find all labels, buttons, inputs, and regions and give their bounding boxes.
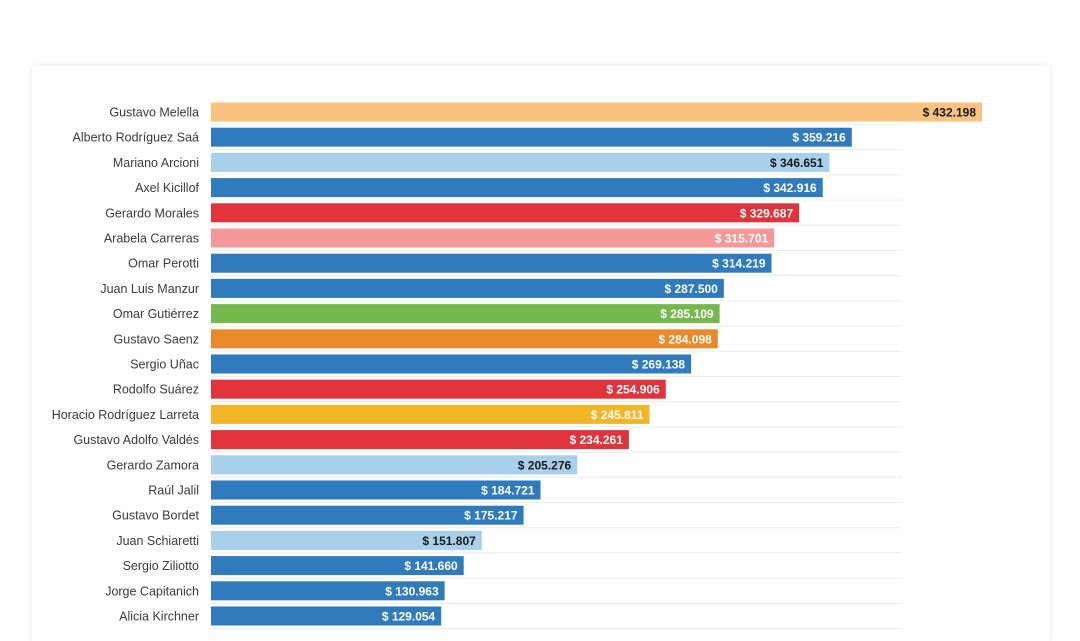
category-labels: Gustavo Melella Alberto Rodríguez Saá Mari… bbox=[52, 106, 200, 624]
category-label: Gustavo Bordet bbox=[112, 509, 199, 523]
bar bbox=[211, 253, 772, 273]
category-label: Arabela Carreras bbox=[104, 232, 199, 246]
category-label: Sergio Uñac bbox=[130, 358, 199, 372]
value-label: $ 284.098 bbox=[658, 332, 712, 346]
value-label: $ 141.660 bbox=[404, 559, 458, 573]
value-label: $ 205.276 bbox=[518, 458, 572, 472]
value-label: $ 285.109 bbox=[660, 307, 714, 321]
bar bbox=[211, 379, 666, 399]
governor-salary-bar-chart: Gustavo Melella Alberto Rodríguez Saá Mari… bbox=[52, 102, 982, 629]
value-label: $ 329.687 bbox=[740, 206, 794, 220]
category-label: Raúl Jalil bbox=[148, 484, 199, 498]
bar bbox=[211, 556, 464, 576]
value-label: $ 130.963 bbox=[385, 584, 439, 598]
bar bbox=[211, 480, 541, 500]
value-label: $ 151.807 bbox=[422, 534, 476, 548]
value-label: $ 254.906 bbox=[606, 383, 660, 397]
bar bbox=[211, 530, 482, 550]
category-label: Juan Luis Manzur bbox=[100, 282, 199, 296]
bar bbox=[211, 304, 720, 324]
category-label: Rodolfo Suárez bbox=[113, 383, 199, 397]
bar bbox=[211, 127, 852, 147]
bar bbox=[211, 404, 650, 424]
category-label: Omar Perotti bbox=[128, 257, 199, 271]
value-label: $ 287.500 bbox=[664, 282, 718, 296]
category-label: Gerardo Morales bbox=[105, 206, 199, 220]
value-label: $ 359.216 bbox=[792, 131, 846, 145]
bar bbox=[211, 581, 445, 601]
value-label: $ 346.651 bbox=[770, 156, 824, 170]
category-label: Gustavo Melella bbox=[109, 106, 199, 120]
category-label: Gerardo Zamora bbox=[107, 458, 199, 472]
bar bbox=[211, 203, 800, 223]
category-label: Sergio Ziliotto bbox=[123, 559, 199, 573]
category-label: Juan Schiaretti bbox=[116, 534, 199, 548]
bar bbox=[211, 228, 775, 248]
value-label: $ 234.261 bbox=[570, 433, 624, 447]
category-label: Mariano Arcioni bbox=[113, 156, 199, 170]
grid-lines bbox=[211, 124, 902, 629]
value-label: $ 245.811 bbox=[591, 408, 644, 422]
category-label: Gustavo Saenz bbox=[114, 332, 199, 346]
value-label: $ 342.916 bbox=[763, 181, 817, 195]
value-labels: $ 432.198 $ 359.216 $ 346.651 $ 342.916 $ 32… bbox=[382, 106, 976, 624]
value-label: $ 314.219 bbox=[712, 257, 766, 271]
bar bbox=[211, 102, 982, 122]
chart-card: Gustavo Melella Alberto Rodríguez Saá Mari… bbox=[32, 66, 1050, 641]
bars bbox=[211, 102, 982, 626]
bar bbox=[211, 152, 830, 172]
bar bbox=[211, 505, 524, 525]
bar bbox=[211, 178, 823, 198]
category-label: Omar Gutiérrez bbox=[113, 307, 199, 321]
bar bbox=[211, 278, 724, 298]
category-label: Axel Kicillof bbox=[135, 181, 199, 195]
value-label: $ 269.138 bbox=[632, 358, 686, 372]
category-label: Horacio Rodríguez Larreta bbox=[52, 408, 199, 422]
value-label: $ 432.198 bbox=[923, 106, 977, 120]
bar bbox=[211, 354, 692, 374]
bar bbox=[211, 455, 578, 475]
value-label: $ 129.054 bbox=[382, 610, 436, 624]
bar bbox=[211, 329, 718, 349]
category-label: Alberto Rodríguez Saá bbox=[73, 131, 200, 145]
category-label: Jorge Capitanich bbox=[105, 584, 199, 598]
bar bbox=[211, 606, 442, 626]
category-label: Gustavo Adolfo Valdés bbox=[73, 433, 199, 447]
bar bbox=[211, 430, 629, 450]
value-label: $ 184.721 bbox=[481, 484, 535, 498]
value-label: $ 315.701 bbox=[715, 232, 769, 246]
category-label: Alicia Kirchner bbox=[119, 610, 199, 624]
value-label: $ 175.217 bbox=[464, 509, 518, 523]
